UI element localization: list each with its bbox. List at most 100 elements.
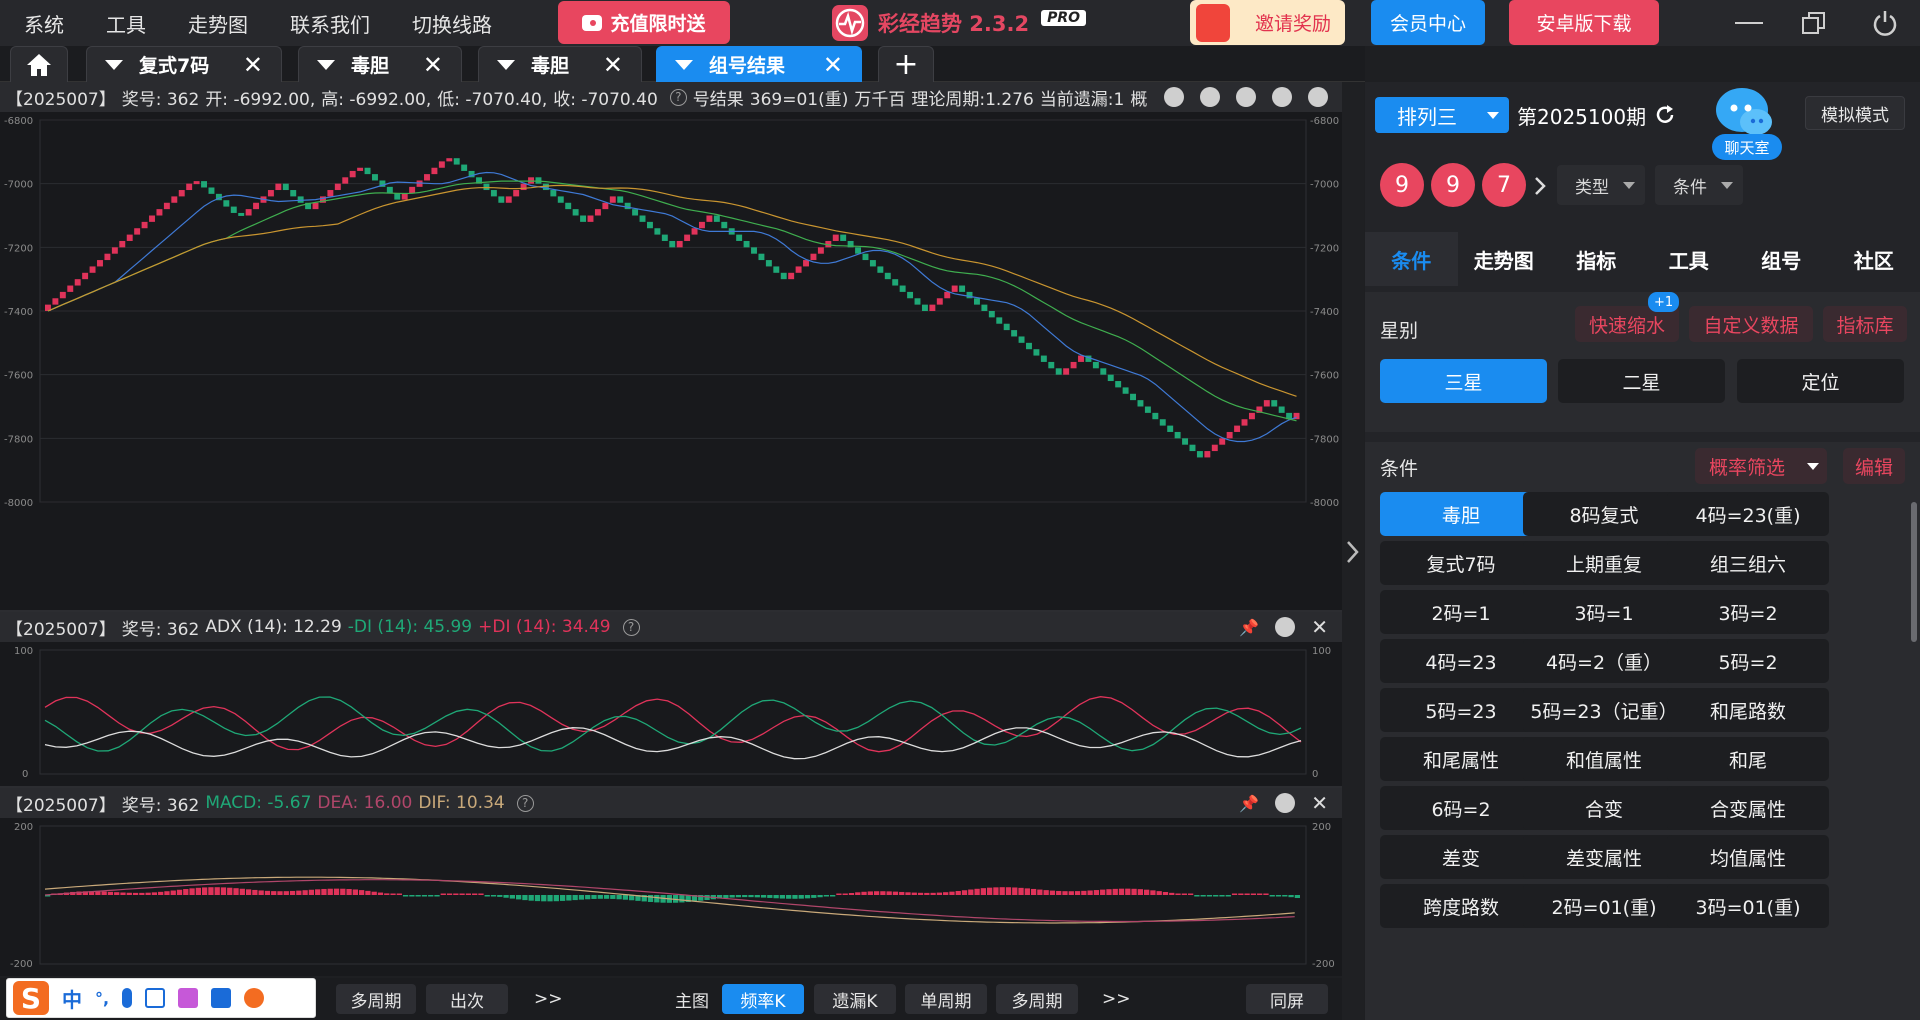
condition-button[interactable]: 跨度路数 [1380, 884, 1542, 928]
android-download-button[interactable]: 安卓版下载 [1509, 0, 1659, 45]
menu-system[interactable]: 系统 [24, 12, 64, 37]
keyboard-icon[interactable] [145, 988, 166, 1008]
minimize-icon[interactable] [1732, 6, 1766, 40]
condition-button[interactable]: 4码=23 [1380, 639, 1542, 683]
arrow-up-icon[interactable] [1236, 87, 1256, 107]
chevron-right-icon[interactable] [1532, 174, 1548, 198]
star-two-button[interactable]: 二星 [1558, 359, 1725, 403]
condition-button[interactable]: 和尾 [1667, 737, 1829, 781]
condition-button[interactable]: 差变属性 [1523, 835, 1685, 879]
menu-contact[interactable]: 联系我们 [290, 12, 370, 37]
condition-button[interactable]: 2码=1 [1380, 590, 1542, 634]
condition-button[interactable]: 4码=23(重) [1667, 492, 1829, 536]
multi-period-button[interactable]: 多周期 [336, 984, 416, 1014]
miss-k-button[interactable]: 遗漏K [814, 984, 896, 1014]
condition-button[interactable]: 和值属性 [1523, 737, 1685, 781]
multi-period-button-2[interactable]: 多周期 [996, 984, 1078, 1014]
menu-tools[interactable]: 工具 [106, 12, 146, 37]
condition-button[interactable]: 和尾属性 [1380, 737, 1542, 781]
more-right-button[interactable]: >> [1102, 989, 1131, 1009]
adx-chart[interactable]: 100 0 100 0 [0, 642, 1342, 786]
condition-button[interactable]: 5码=23（记重） [1523, 688, 1685, 732]
condition-button[interactable]: 3码=01(重) [1667, 884, 1829, 928]
ime-chinese-mode[interactable]: 中 [62, 987, 82, 1012]
condition-button[interactable]: 合变 [1523, 786, 1685, 830]
type-select[interactable]: 类型 [1557, 165, 1645, 205]
settings-icon[interactable] [1308, 87, 1328, 107]
occurrence-button[interactable]: 出次 [426, 984, 508, 1014]
condition-button[interactable]: 2码=01(重) [1523, 884, 1685, 928]
condition-button[interactable]: 4码=2（重） [1523, 639, 1685, 683]
refresh-icon[interactable] [1654, 104, 1676, 126]
restore-icon[interactable] [1797, 6, 1831, 40]
close-icon[interactable]: ✕ [1311, 791, 1328, 815]
edit-button[interactable]: 编辑 [1843, 448, 1905, 484]
condition-button[interactable]: 上期重复 [1523, 541, 1685, 585]
condition-button[interactable]: 复式7码 [1380, 541, 1542, 585]
close-icon[interactable]: ✕ [242, 50, 263, 79]
arrow-down-icon[interactable] [1272, 87, 1292, 107]
chevron-right-icon[interactable] [1342, 532, 1364, 572]
condition-select[interactable]: 条件 [1655, 165, 1743, 205]
position-button[interactable]: 定位 [1737, 359, 1904, 403]
condition-button[interactable]: 和尾路数 [1667, 688, 1829, 732]
power-icon[interactable] [1868, 6, 1902, 40]
menu-trend[interactable]: 走势图 [188, 12, 248, 37]
tab-group[interactable]: 组号 [1761, 248, 1802, 273]
condition-button[interactable]: 5码=2 [1667, 639, 1829, 683]
recharge-promo-button[interactable]: 充值限时送 [558, 1, 730, 44]
add-tab-button[interactable]: + [878, 46, 934, 82]
quick-shrink-button[interactable]: 快速缩水 [1575, 306, 1679, 342]
member-center-button[interactable]: 会员中心 [1371, 0, 1485, 45]
more-left-button[interactable]: >> [534, 989, 563, 1009]
tab-trend[interactable]: 走势图 [1473, 248, 1534, 273]
tab-group-result[interactable]: 组号结果 ✕ [656, 46, 862, 82]
main-kline-chart[interactable]: -6800 -6800 -7000 -7000 -7200 -7200 -7400 -7400… [0, 112, 1342, 610]
macd-chart[interactable]: 200 -200 200 -200 [0, 818, 1342, 976]
single-period-button[interactable]: 单周期 [905, 984, 987, 1014]
ime-punct-mode[interactable]: °, [95, 988, 110, 1008]
help-icon[interactable]: ? [622, 618, 640, 636]
tab-conditions[interactable]: 条件 [1365, 232, 1458, 286]
close-icon[interactable]: ✕ [602, 50, 623, 79]
condition-button[interactable]: 3码=2 [1667, 590, 1829, 634]
scrollbar[interactable] [1911, 502, 1917, 642]
sogou-logo-icon[interactable]: S [13, 981, 49, 1015]
panel-divider[interactable] [1342, 82, 1364, 1020]
draw-icon[interactable] [1164, 87, 1184, 107]
tab-tools[interactable]: 工具 [1668, 248, 1709, 273]
indicator-lib-button[interactable]: 指标库 [1823, 306, 1907, 342]
lottery-select[interactable]: 排列三 [1375, 97, 1509, 133]
custom-data-button[interactable]: 自定义数据 [1689, 306, 1813, 342]
close-icon[interactable]: ✕ [422, 50, 443, 79]
pin-icon[interactable]: 📌 [1239, 793, 1260, 813]
toolbox-icon[interactable] [211, 988, 232, 1008]
condition-button[interactable]: 差变 [1380, 835, 1542, 879]
mascot-icon[interactable] [244, 988, 265, 1008]
settings-icon[interactable] [1275, 617, 1296, 637]
help-icon[interactable]: ? [669, 88, 687, 106]
chat-room-button[interactable]: 聊天室 [1712, 82, 1782, 164]
condition-button[interactable]: 6码=2 [1380, 786, 1542, 830]
condition-button[interactable]: 8码复式 [1523, 492, 1685, 536]
same-screen-button[interactable]: 同屏 [1246, 984, 1328, 1014]
tab-indicator[interactable]: 指标 [1576, 248, 1617, 273]
tab-community[interactable]: 社区 [1853, 248, 1894, 273]
prob-filter-select[interactable]: 概率筛选 [1695, 448, 1827, 484]
simulate-mode-button[interactable]: 模拟模式 [1805, 96, 1905, 130]
close-icon[interactable]: ✕ [1311, 615, 1328, 639]
undo-icon[interactable] [1200, 87, 1220, 107]
home-tab[interactable] [10, 46, 68, 82]
condition-button[interactable]: 均值属性 [1667, 835, 1829, 879]
invite-reward-button[interactable]: 邀请奖励 [1190, 0, 1345, 45]
tab-dudan-1[interactable]: 毒胆 ✕ [298, 46, 462, 82]
tab-fushi7[interactable]: 复式7码 ✕ [86, 46, 282, 82]
close-icon[interactable]: ✕ [822, 50, 843, 79]
skin-icon[interactable] [178, 988, 199, 1008]
pin-icon[interactable]: 📌 [1239, 617, 1260, 637]
microphone-icon[interactable] [122, 988, 133, 1008]
star-three-button[interactable]: 三星 [1380, 359, 1547, 403]
condition-button[interactable]: 3码=1 [1523, 590, 1685, 634]
settings-icon[interactable] [1275, 793, 1296, 813]
tab-dudan-2[interactable]: 毒胆 ✕ [478, 46, 642, 82]
